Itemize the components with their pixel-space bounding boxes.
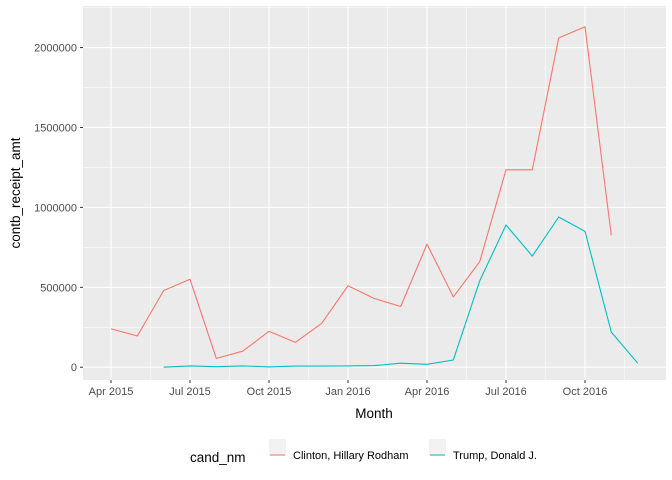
legend-key-clinton xyxy=(269,439,286,456)
x-axis-title: Month xyxy=(355,406,393,421)
series-layer xyxy=(110,26,639,368)
x-tick-label: Apr 2016 xyxy=(405,386,450,398)
y-tick-label: 2000000 xyxy=(34,43,77,55)
legend-label-trump: Trump, Donald J. xyxy=(453,450,537,462)
grid-major xyxy=(83,6,666,380)
axis-ticks xyxy=(80,47,586,383)
y-tick-label: 1500000 xyxy=(34,122,77,134)
x-tick-label: Oct 2015 xyxy=(247,386,292,398)
plot-panel xyxy=(83,6,666,380)
grid-minor xyxy=(83,6,666,380)
legend-label-clinton: Clinton, Hillary Rodham xyxy=(293,450,409,462)
y-axis-title: contb_receipt_amt xyxy=(8,137,23,248)
axis-labels: 0 500000 1000000 1500000 2000000 Apr 2015 Jul … xyxy=(34,43,607,398)
legend: cand_nm Clinton, Hillary Rodham Trump, D… xyxy=(190,439,537,465)
series-line-clinton xyxy=(110,26,612,359)
x-tick-label: Oct 2016 xyxy=(563,386,608,398)
x-tick-label: Apr 2015 xyxy=(89,386,134,398)
y-tick-label: 1000000 xyxy=(34,202,77,214)
legend-title: cand_nm xyxy=(190,450,246,465)
y-tick-label: 0 xyxy=(71,362,77,374)
x-tick-label: Jul 2016 xyxy=(485,386,527,398)
x-tick-label: Jan 2016 xyxy=(325,386,370,398)
y-tick-label: 500000 xyxy=(40,282,77,294)
legend-key-trump xyxy=(429,439,446,456)
x-tick-label: Jul 2015 xyxy=(169,386,211,398)
series-line-trump xyxy=(163,216,639,368)
